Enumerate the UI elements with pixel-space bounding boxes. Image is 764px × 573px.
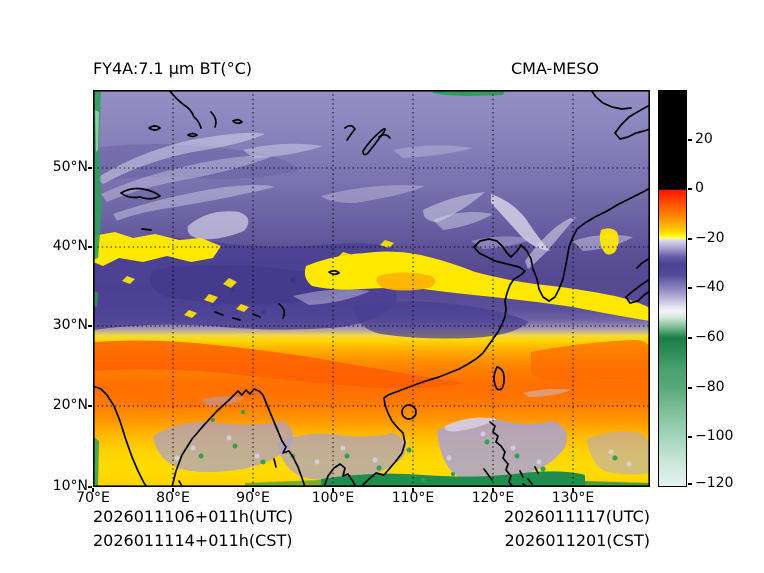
colorbar (658, 90, 687, 487)
axis-tick (412, 488, 414, 492)
colorbar-tick-label: −80 (695, 379, 725, 395)
colorbar-tick-label: −20 (695, 230, 725, 246)
colorbar-tick (688, 436, 692, 438)
axis-tick (88, 405, 92, 407)
footer-init-time-utc: 2026011106+011h(UTC) (93, 507, 294, 526)
x-tick-label: 110°E (391, 490, 435, 506)
x-tick-label: 120°E (471, 490, 515, 506)
axis-tick (252, 488, 254, 492)
axis-tick (88, 167, 92, 169)
colorbar-tick-label: −100 (695, 428, 734, 444)
cirrus-streak-layer (97, 132, 633, 305)
y-tick-label: 20°N (52, 397, 88, 413)
map-canvas (93, 90, 650, 487)
deep-orange-layer (93, 340, 650, 409)
axis-tick (332, 488, 334, 492)
coastlines (93, 90, 650, 487)
map-panel (93, 90, 650, 487)
footer-valid-time-cst: 2026011201(CST) (504, 531, 650, 550)
footer-valid-time-utc: 2026011117(UTC) (504, 507, 650, 526)
axis-tick (492, 488, 494, 492)
axis-tick (88, 325, 92, 327)
colorbar-tick-label: −60 (695, 329, 725, 345)
coldest-green-layer (93, 90, 650, 487)
x-tick-label: 100°E (311, 490, 355, 506)
plot-title-right: CMA-MESO (510, 59, 599, 78)
colorbar-tick (688, 287, 692, 289)
axis-tick (572, 488, 574, 492)
colorbar-tick (688, 238, 692, 240)
graticule-grid (93, 90, 650, 487)
y-tick-label: 40°N (52, 238, 88, 254)
axes-frame (93, 90, 650, 487)
x-tick-label: 80°E (156, 490, 190, 506)
axis-tick (92, 488, 94, 492)
colorbar-tick (688, 483, 692, 485)
colorbar-tick-label: 20 (695, 131, 713, 147)
axis-tick (88, 486, 92, 488)
y-tick-label: 50°N (52, 159, 88, 175)
footer-init-time-cst: 2026011114+011h(CST) (93, 531, 293, 550)
colorbar-tick-label: −40 (695, 279, 725, 295)
axis-tick (88, 246, 92, 248)
colorbar-tick-label: −120 (695, 475, 734, 491)
x-tick-label: 90°E (236, 490, 270, 506)
y-tick-label: 30°N (52, 317, 88, 333)
colorbar-tick (688, 387, 692, 389)
colorbar-tick (688, 188, 692, 190)
colorbar-tick (688, 139, 692, 141)
colorbar-tick-label: 0 (695, 180, 704, 196)
y-tick-label: 10°N (52, 478, 88, 494)
warm-yellow-layer (93, 228, 650, 321)
colorbar-tick (688, 337, 692, 339)
plot-title-left: FY4A:7.1 μm BT(°C) (93, 59, 252, 78)
x-tick-label: 130°E (551, 490, 595, 506)
axis-tick (172, 488, 174, 492)
x-tick-label: 70°E (76, 490, 110, 506)
convective-cloud-layer (153, 389, 650, 481)
